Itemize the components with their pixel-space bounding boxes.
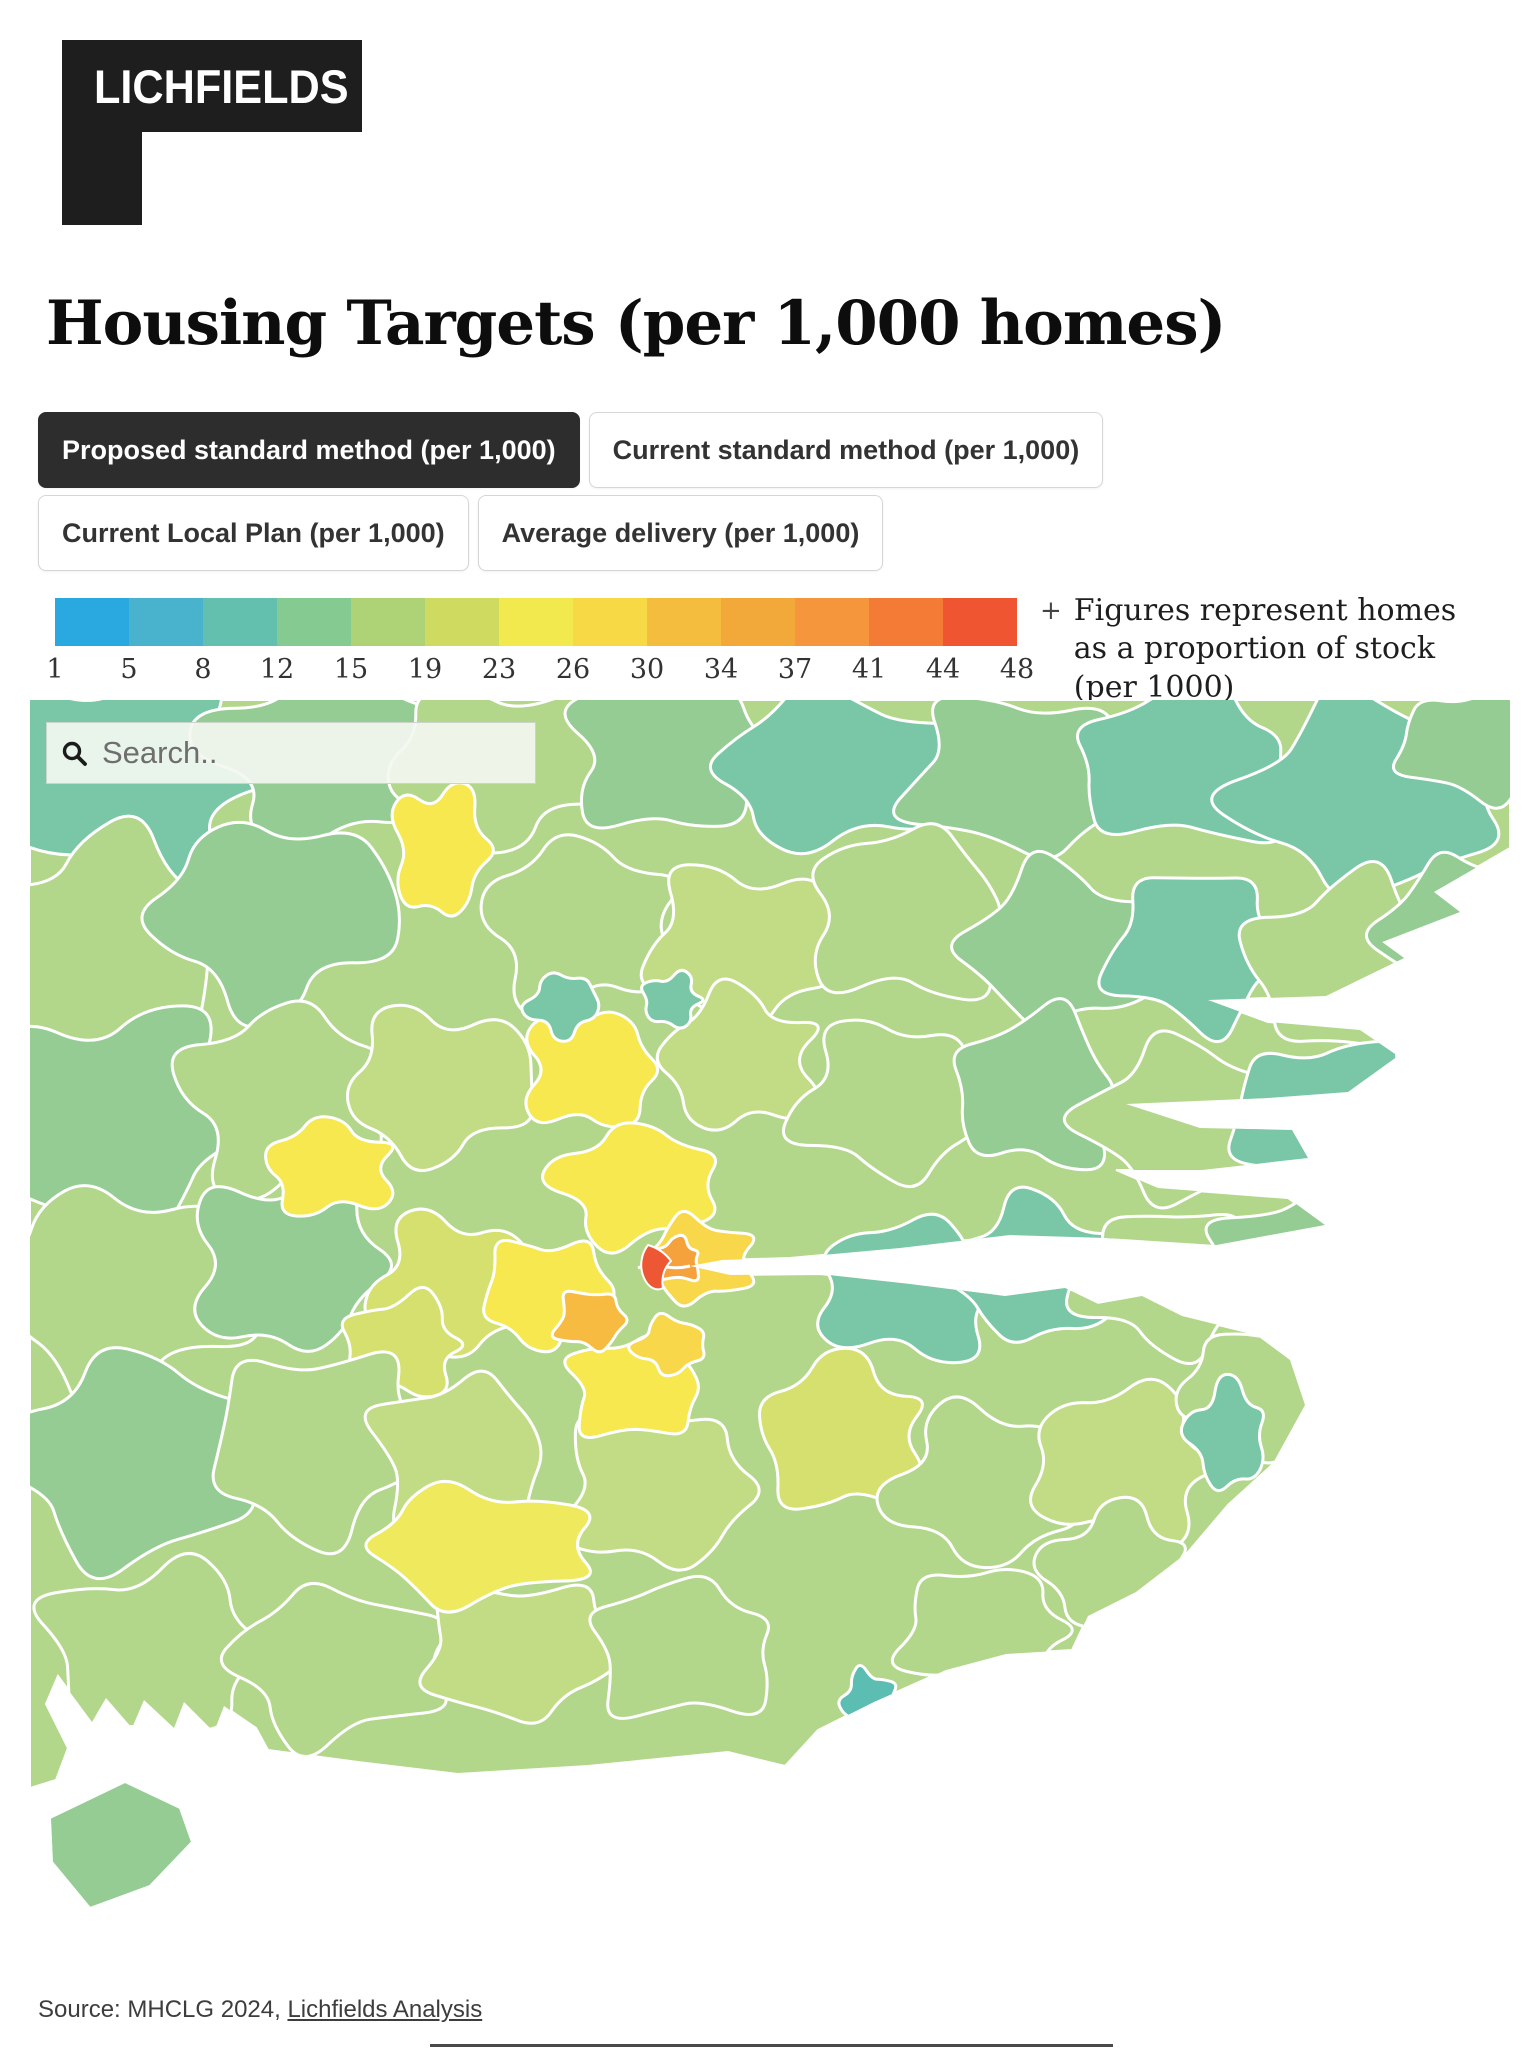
search-icon [62, 741, 87, 766]
tab-1[interactable]: Proposed standard method (per 1,000) [38, 412, 580, 488]
map-search-box[interactable] [46, 722, 536, 784]
source-prefix: Source: MHCLG 2024, [38, 1996, 288, 2023]
map-region[interactable] [875, 1395, 1082, 1570]
legend-segment [721, 598, 795, 646]
legend-tick-label: 1 [46, 654, 64, 685]
legend-segment [943, 598, 1017, 646]
legend-color-bar [55, 598, 1017, 646]
tab-3[interactable]: Current Local Plan (per 1,000) [38, 495, 469, 571]
map-region[interactable] [364, 1479, 592, 1614]
legend-tick-label: 26 [555, 654, 591, 685]
tabs-row-1: Proposed standard method (per 1,000) Curr… [38, 412, 1104, 488]
map-region[interactable] [211, 1350, 443, 1556]
tab-4[interactable]: Average delivery (per 1,000) [477, 495, 884, 571]
map-region[interactable] [811, 822, 1002, 1002]
legend-note: + Figures represent homes as a proportio… [1040, 592, 1496, 707]
legend-tick-label: 15 [333, 654, 369, 685]
legend-segment [573, 598, 647, 646]
map-region[interactable] [140, 820, 401, 1029]
legend-segment [795, 598, 869, 646]
search-input[interactable] [102, 735, 521, 771]
legend-segment [129, 598, 203, 646]
map-region[interactable] [264, 1115, 395, 1218]
map-region[interactable] [418, 1580, 629, 1725]
legend-segment [55, 598, 129, 646]
map-region[interactable] [219, 1581, 448, 1759]
legend-segment [425, 598, 499, 646]
legend-segment [647, 598, 721, 646]
legend-tick-labels: 1 5 8 12 15 19 23 26 30 34 37 41 44 48 [46, 646, 1034, 685]
legend-tick-label: 37 [777, 654, 813, 685]
map-region[interactable] [782, 1018, 991, 1189]
legend-tick-label: 19 [407, 654, 443, 685]
map-region[interactable] [1227, 1040, 1438, 1214]
map-canvas[interactable] [30, 700, 1510, 1990]
legend-tick-label: 5 [120, 654, 138, 685]
legend-segment [351, 598, 425, 646]
lichfields-logo: LICHFIELDS [62, 40, 362, 132]
source-line: Source: MHCLG 2024, Lichfields Analysis [38, 1996, 482, 2024]
legend-tick-label: 34 [703, 654, 739, 685]
choropleth-map[interactable] [30, 700, 1510, 1990]
legend-tick-label: 12 [259, 654, 295, 685]
map-region[interactable] [520, 971, 601, 1043]
legend-tick-label: 48 [999, 654, 1035, 685]
legend-tick-label: 8 [194, 654, 212, 685]
source-link[interactable]: Lichfields Analysis [287, 1996, 483, 2023]
legend: 1 5 8 12 15 19 23 26 30 34 37 41 44 48 [46, 598, 1034, 685]
map-region[interactable] [627, 1311, 706, 1378]
legend-segment [277, 598, 351, 646]
legend-tick-label: 44 [925, 654, 961, 685]
horizontal-scrollbar-thumb[interactable] [430, 2044, 1113, 2047]
map-region-highest-value[interactable] [640, 1243, 673, 1291]
map-region[interactable] [1391, 700, 1510, 810]
map-region[interactable] [640, 968, 705, 1030]
logo-text: LICHFIELDS [94, 59, 349, 113]
lichfields-logo-flag [62, 132, 142, 225]
map-region[interactable] [550, 1289, 629, 1354]
legend-tick-label: 23 [481, 654, 517, 685]
map-region[interactable] [1179, 1372, 1265, 1493]
legend-segment [203, 598, 277, 646]
map-region[interactable] [1029, 1377, 1218, 1553]
map-region[interactable] [1379, 1025, 1510, 1176]
page-title: Housing Targets (per 1,000 homes) [46, 288, 1226, 359]
tabs-row-2: Current Local Plan (per 1,000) Average de… [38, 495, 884, 571]
map-region-isle-of-wight[interactable] [48, 1780, 194, 1910]
legend-tick-label: 30 [629, 654, 665, 685]
tab-2[interactable]: Current standard method (per 1,000) [588, 412, 1104, 488]
map-region[interactable] [346, 1003, 535, 1173]
legend-segment [869, 598, 943, 646]
note-text: Figures represent homes as a proportion … [1073, 593, 1457, 705]
map-region[interactable] [30, 1184, 260, 1413]
legend-segment [499, 598, 573, 646]
map-region[interactable] [1347, 1194, 1510, 1336]
map-region[interactable] [563, 700, 776, 830]
legend-tick-label: 41 [851, 654, 887, 685]
map-region[interactable] [588, 1574, 770, 1720]
note-expand-icon[interactable]: + [1040, 596, 1062, 626]
map-region[interactable] [30, 1346, 257, 1581]
